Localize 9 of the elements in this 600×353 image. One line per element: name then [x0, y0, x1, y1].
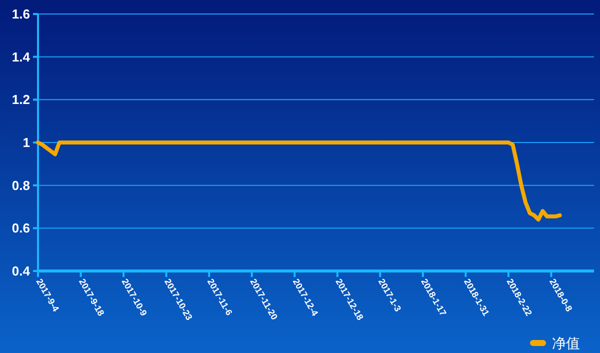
legend-label: 净值 [552, 334, 580, 351]
y-tick-label: 1.6 [12, 6, 30, 22]
y-tick-label: 1 [22, 135, 30, 150]
y-tick-label: 1.2 [12, 92, 30, 108]
y-tick-label: 0.4 [12, 264, 31, 279]
line-series [36, 140, 562, 222]
y-tick-label: 0.8 [12, 178, 30, 193]
y-tick-label: 0.6 [12, 220, 30, 236]
y-tick-label: 1.4 [12, 49, 31, 64]
